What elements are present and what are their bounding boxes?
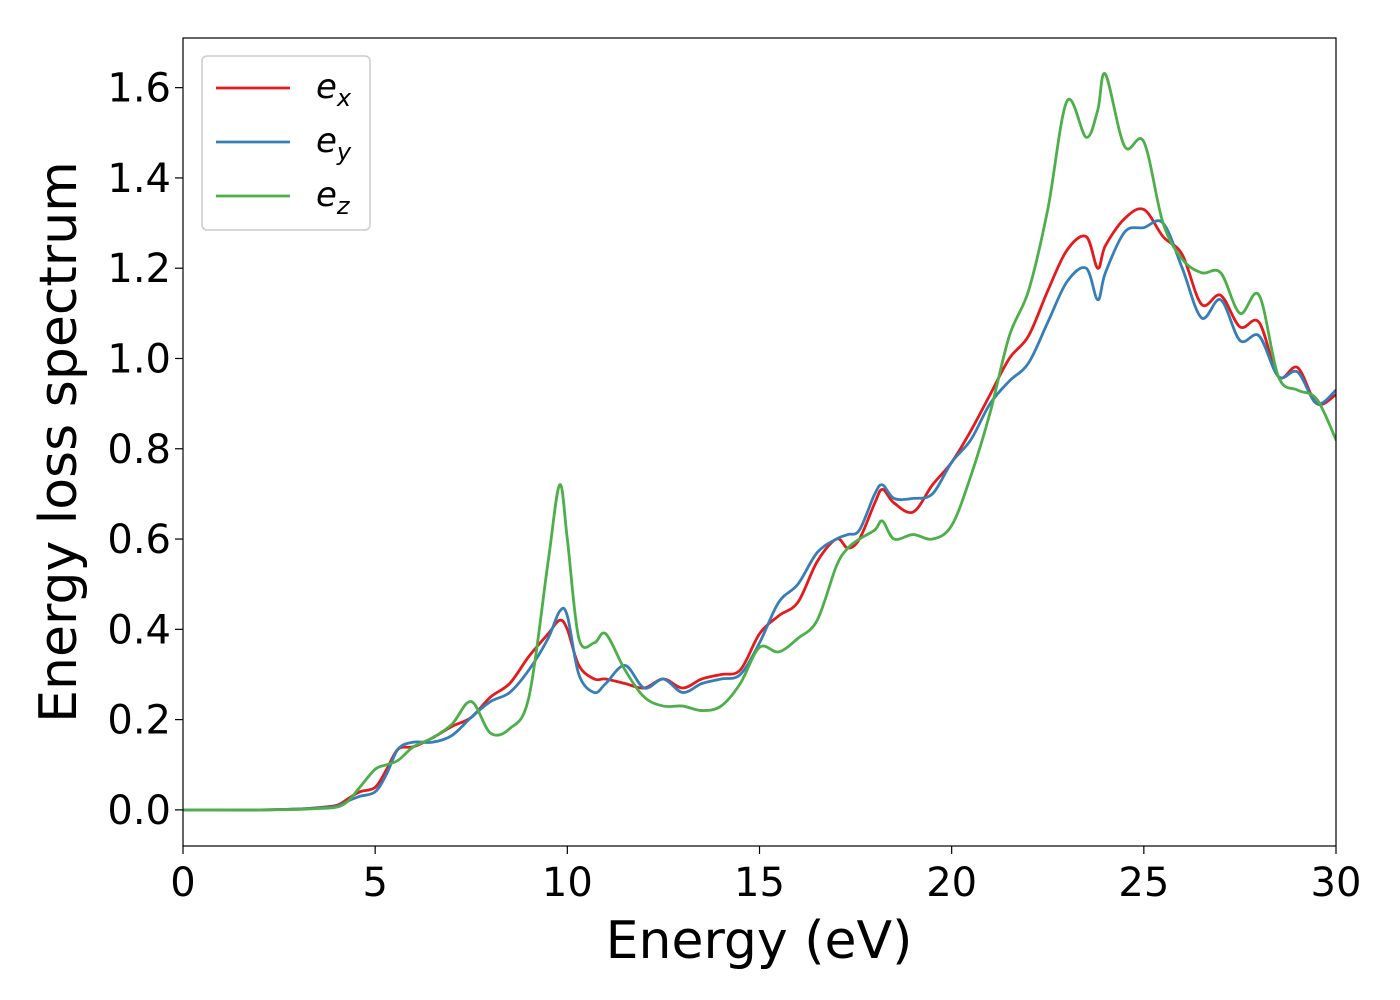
y-tick-label: 1.0 (107, 336, 171, 382)
y-tick-label: 1.2 (107, 246, 171, 292)
x-axis-label: Energy (eV) (606, 911, 913, 971)
y-axis-label: Energy loss spectrum (29, 161, 89, 723)
y-tick-label: 1.6 (107, 66, 171, 112)
plot-lines (183, 72, 1336, 812)
x-axis-ticks: 0 5 10 15 20 25 30 (170, 846, 1361, 906)
x-tick-label: 0 (170, 860, 195, 906)
x-tick-label: 25 (1118, 860, 1169, 906)
y-axis-ticks: 0.0 0.2 0.4 0.6 0.8 1.0 1.2 1.4 1.6 (107, 66, 183, 834)
x-tick-label: 5 (362, 860, 387, 906)
legend-subscript-ez: z (336, 192, 351, 220)
series-line-ex (183, 207, 1336, 812)
x-tick-label: 15 (734, 860, 785, 906)
legend-subscript-ex: x (336, 84, 352, 112)
y-tick-label: 0.0 (107, 788, 171, 834)
y-tick-label: 0.4 (107, 607, 171, 653)
y-tick-label: 0.8 (107, 427, 171, 473)
y-tick-label: 1.4 (107, 156, 171, 202)
x-tick-label: 20 (926, 860, 977, 906)
y-tick-label: 0.6 (107, 517, 171, 563)
x-tick-label: 30 (1311, 860, 1362, 906)
legend-subscript-ey: y (336, 138, 352, 166)
series-line-ey (183, 219, 1336, 812)
series-line-ez (183, 72, 1336, 812)
y-tick-label: 0.2 (107, 698, 171, 744)
x-tick-label: 10 (542, 860, 593, 906)
